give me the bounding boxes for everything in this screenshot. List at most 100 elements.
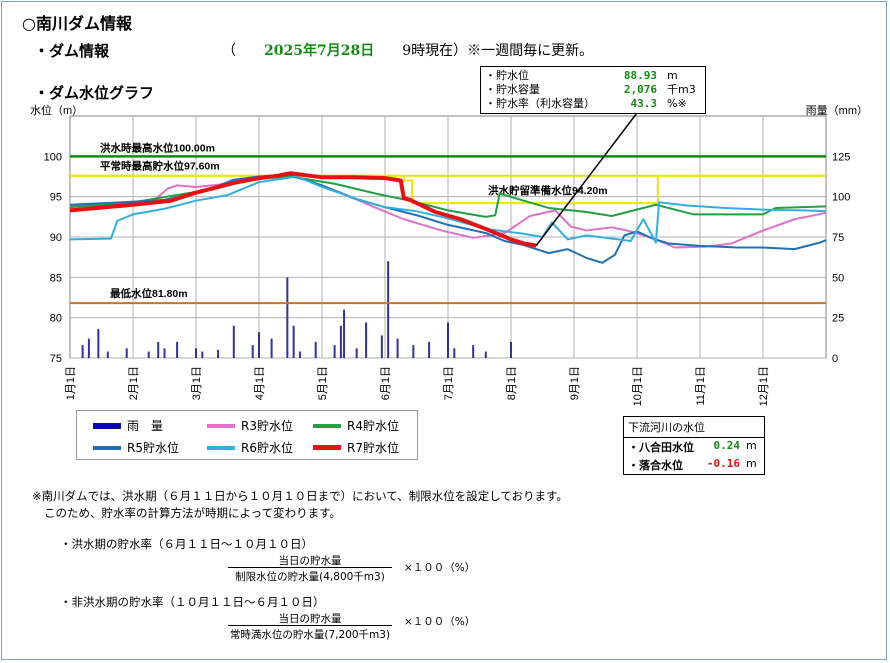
legend-r6: R6貯水位 [207,439,293,456]
x-tick-label: 12月1日 [758,366,770,406]
y-axis-title: 水位（m） [30,103,83,117]
rain-bar [380,335,383,358]
formula2-title: ・非洪水期の貯水率（１０月１１日～６月１０日） [60,595,325,609]
downstream-panel: 下流河川の水位 ・八合田水位 0.24 m ・落合水位 -0.16 m [623,416,765,475]
x-tick-label: 10月1日 [632,366,644,406]
reference-line-label: 洪水時最高水位100.00m [100,141,215,154]
downstream-row-hachigoda: ・八合田水位 0.24 m [628,439,757,454]
rain-bar [176,341,179,358]
storage-rate-row: ・貯水率（利水容量） 43.3 %※ [485,97,687,110]
rain-bar [447,322,449,358]
rain-bar [428,341,431,358]
formula2-fraction-bar [228,625,392,626]
series-line [69,174,827,249]
rain-bar [258,332,260,358]
formula1-multiplier: ×１００（%） [404,562,476,574]
series-line [69,171,537,248]
rain-bar [343,309,346,358]
note-line-1: ※南川ダムでは、洪水期（６月１１日から１０月１０日まで）において、制限水位を設定… [32,489,568,503]
legend-swatch [93,445,121,450]
limit-level-line [70,174,826,205]
rain-bar [484,351,487,358]
storage-callout: ・貯水位 88.93 m ・貯水容量 2,076 千m3 ・貯水率（利水容量） 43.3%… [480,66,706,114]
rain-bar [106,351,109,358]
rain-bar [163,348,166,358]
rain-bar [365,322,368,358]
rain-bar [339,325,342,358]
y-tick-label: 95 [50,192,62,204]
x-tick-label: 9月1日 [569,366,581,400]
rain-bar [396,338,399,358]
legend-r4: R4貯水位 [313,417,399,434]
rain-bar [298,351,301,358]
x-tick-label: 2月1日 [128,366,140,400]
rain-bar [286,277,289,358]
y2-tick-label: 125 [832,151,850,163]
legend-r7: R7貯水位 [313,439,399,456]
chart-legend: 雨 量 R3貯水位 R4貯水位 R5貯水位 R6貯水位 R7貯水位 [76,410,418,460]
page-title: ○南川ダム情報 [22,14,132,33]
rain-bar [270,338,273,358]
formula1-fraction-bar [228,567,392,568]
formula1-numerator: 当日の貯水量 [278,555,342,567]
rain-bar [217,349,220,358]
rain-bar [453,348,456,358]
formula1-title: ・洪水期の貯水率（６月１１日～１０月１０日） [60,537,313,551]
dam-info-heading: ・ダム情報 [34,42,110,60]
y-tick-label: 100 [44,151,62,163]
water-level-chart: 75 80 85 90 95 100 0 25 50 75 100 125 1月1日 2月1日 3月1日 4月… [30,103,868,406]
legend-rain: 雨 量 [93,417,163,434]
x-tick-label: 8月1日 [506,366,518,400]
y-tick-label: 75 [50,353,62,365]
y2-tick-label: 75 [832,232,844,244]
y2-tick-label: 25 [832,313,844,325]
rain-bar [125,348,128,358]
legend-swatch [313,445,341,450]
y2-tick-label: 50 [832,272,844,284]
reference-line-label: 洪水貯留準備水位94.20m [488,184,608,197]
rain-bar [97,328,100,358]
rain-bar [157,341,160,358]
y2-tick-label: 100 [832,192,850,204]
rain-bar [412,345,415,358]
rain-bar [510,341,512,358]
legend-r3: R3貯水位 [207,417,293,434]
graph-heading: ・ダム水位グラフ [34,84,155,102]
rain-bar [387,261,390,358]
reference-line-label: 平常時最高貯水位97.60m [100,160,220,173]
x-tick-label: 5月1日 [317,366,329,400]
note-line-2: このため、貯水率の計算方法が時期によって変わります。 [44,506,341,520]
rain-bar [333,345,336,358]
y2-axis-title: 雨量（mm） [806,104,868,117]
rain-bar [292,325,295,358]
rain-bar [201,351,204,358]
formula1-denominator: 制限水位の貯水量(4,800千m3) [235,571,385,583]
downstream-row-ochiai: ・落合水位 -0.16 m [628,457,757,472]
as-of: （ 2025年7月28日 9時現在）※一週間毎に更新。 [222,43,594,59]
rain-bar [472,345,475,358]
x-tick-label: 3月1日 [191,366,203,400]
rain-bar [147,351,150,358]
storage-level-row: ・貯水位 88.93 m [485,69,678,82]
legend-swatch [313,423,341,428]
x-tick-label: 1月1日 [65,366,77,400]
rain-bar [251,345,254,358]
downstream-title: 下流河川の水位 [624,417,764,438]
rain-bar [232,325,235,358]
legend-r5: R5貯水位 [93,439,179,456]
as-of-date: 2025年7月28日 [264,43,375,59]
rain-bar [81,345,84,358]
y-tick-label: 85 [50,272,62,284]
rain-bar [314,341,317,358]
legend-swatch [207,423,235,428]
formula2-denominator: 常時満水位の貯水量(7,200千m3) [229,629,391,641]
y-tick-label: 90 [50,232,62,244]
x-tick-label: 4月1日 [254,366,266,400]
series-line [69,175,827,244]
callout-pointer [535,113,637,247]
rain-bar [355,348,358,358]
storage-volume-row: ・貯水容量 2,076 千m3 [485,83,696,96]
legend-swatch [207,445,235,450]
formula2-numerator: 当日の貯水量 [278,613,342,625]
